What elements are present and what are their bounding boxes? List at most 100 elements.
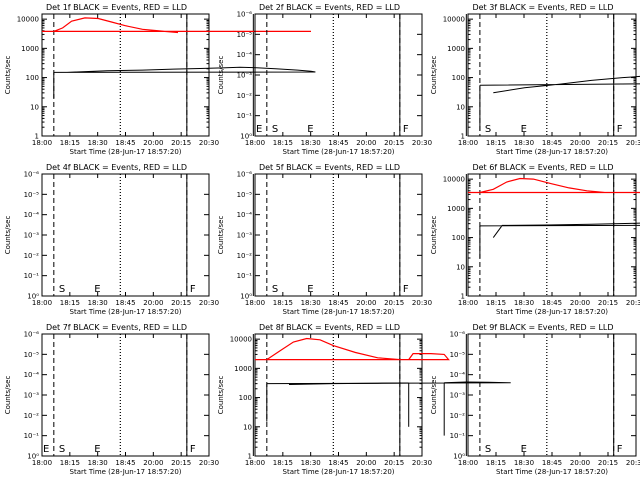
y-axis-label: Counts/sec bbox=[217, 216, 225, 255]
event-letter: E bbox=[521, 124, 527, 135]
x-tick-label: 18:45 bbox=[328, 139, 348, 147]
event-letter: E bbox=[94, 444, 100, 455]
y-axis-label: Counts/sec bbox=[217, 376, 225, 415]
event-letter: F bbox=[617, 444, 623, 455]
x-tick-label: 20:30 bbox=[626, 299, 640, 307]
y-tick-label: 10⁻³ bbox=[24, 232, 40, 240]
y-axis-label: Counts/sec bbox=[430, 56, 438, 95]
y-tick-label: 10⁰ bbox=[27, 453, 39, 461]
y-tick-label: 10 bbox=[243, 423, 252, 431]
x-tick-label: 18:00 bbox=[32, 139, 52, 147]
event-letter: S bbox=[59, 284, 65, 295]
y-axis-label: Counts/sec bbox=[4, 376, 12, 415]
event-letter: S bbox=[485, 444, 491, 455]
y-tick-label: 1000 bbox=[21, 45, 39, 53]
y-tick-label: 10⁻⁶ bbox=[24, 171, 40, 179]
x-tick-label: 20:15 bbox=[171, 459, 191, 467]
x-axis-label: Start Time (28-Jun-17 18:57:20) bbox=[496, 148, 608, 156]
x-tick-label: 20:15 bbox=[384, 459, 404, 467]
plot-frame bbox=[254, 173, 423, 297]
y-axis-label: Counts/sec bbox=[4, 56, 12, 95]
y-tick-label: 10⁻⁴ bbox=[237, 211, 253, 219]
panel-title: Det 6f BLACK = Events, RED = LLD bbox=[472, 163, 613, 172]
x-tick-label: 20:00 bbox=[356, 299, 376, 307]
y-tick-label: 10⁻⁶ bbox=[237, 171, 253, 179]
y-tick-label: 10⁰ bbox=[240, 133, 252, 141]
y-tick-label: 10⁻⁵ bbox=[24, 191, 40, 199]
panel-det-1: Det 1f BLACK = Events, RED = LLD 18:00 18:… bbox=[4, 3, 316, 156]
x-tick-label: 18:30 bbox=[514, 459, 534, 467]
y-tick-label: 10⁻⁵ bbox=[237, 31, 253, 39]
x-tick-label: 20:00 bbox=[570, 139, 590, 147]
events-series-line bbox=[53, 66, 316, 73]
y-tick-label: 1 bbox=[461, 293, 465, 301]
x-tick-label: 18:45 bbox=[115, 139, 135, 147]
y-tick-label: 10⁻³ bbox=[450, 392, 466, 400]
x-tick-label: 20:15 bbox=[171, 299, 191, 307]
y-tick-label: 10⁻⁵ bbox=[24, 351, 40, 359]
x-tick-label: 18:00 bbox=[458, 299, 478, 307]
x-tick-label: 20:00 bbox=[570, 299, 590, 307]
x-tick-label: 18:30 bbox=[514, 139, 534, 147]
y-tick-label: 10⁻⁶ bbox=[450, 331, 466, 339]
y-tick-label: 10⁻⁵ bbox=[237, 191, 253, 199]
y-tick-label: 1000 bbox=[447, 205, 465, 213]
y-tick-label: 10⁻⁴ bbox=[450, 371, 466, 379]
panel-title: Det 5f BLACK = Events, RED = LLD bbox=[259, 163, 400, 172]
x-tick-label: 18:00 bbox=[32, 299, 52, 307]
panel-title: Det 2f BLACK = Events, RED = LLD bbox=[259, 3, 400, 12]
y-tick-label: 100 bbox=[452, 74, 465, 82]
y-tick-label: 10000 bbox=[17, 16, 39, 24]
y-tick-label: 100 bbox=[26, 74, 39, 82]
x-tick-label: 20:15 bbox=[598, 299, 618, 307]
x-tick-label: 18:00 bbox=[245, 299, 265, 307]
y-tick-label: 10000 bbox=[230, 336, 252, 344]
x-tick-label: 20:00 bbox=[143, 299, 163, 307]
x-axis-label: Start Time (28-Jun-17 18:57:20) bbox=[70, 468, 182, 476]
x-tick-label: 18:45 bbox=[115, 299, 135, 307]
y-tick-label: 10⁻⁴ bbox=[237, 51, 253, 59]
x-tick-label: 18:15 bbox=[486, 299, 506, 307]
x-tick-label: 20:15 bbox=[384, 139, 404, 147]
x-axis-label: Start Time (28-Jun-17 18:57:20) bbox=[496, 308, 608, 316]
y-tick-label: 10 bbox=[456, 263, 465, 271]
lld-series-line bbox=[42, 17, 311, 34]
event-letter: E bbox=[307, 124, 313, 135]
x-tick-label: 20:15 bbox=[171, 139, 191, 147]
y-axis-label: Counts/sec bbox=[430, 376, 438, 415]
y-tick-label: 100 bbox=[452, 234, 465, 242]
x-tick-label: 20:30 bbox=[412, 139, 432, 147]
y-tick-label: 10000 bbox=[443, 176, 465, 184]
y-axis-label: Counts/sec bbox=[4, 216, 12, 255]
x-tick-label: 20:30 bbox=[199, 459, 219, 467]
y-tick-label: 10⁻² bbox=[237, 92, 253, 100]
x-tick-label: 18:30 bbox=[88, 299, 108, 307]
plot-frame bbox=[254, 13, 423, 137]
x-tick-label: 20:30 bbox=[626, 139, 640, 147]
event-letter: F bbox=[403, 284, 409, 295]
y-tick-label: 10⁻³ bbox=[24, 392, 40, 400]
y-tick-label: 1 bbox=[461, 133, 465, 141]
events-series-line bbox=[266, 381, 511, 385]
x-tick-label: 18:30 bbox=[514, 299, 534, 307]
events-series-line bbox=[479, 75, 640, 94]
y-tick-label: 10 bbox=[30, 103, 39, 111]
x-tick-label: 20:15 bbox=[598, 139, 618, 147]
y-tick-label: 10⁻² bbox=[24, 412, 40, 420]
event-letter: F bbox=[617, 124, 623, 135]
panel-det-7: Det 7f BLACK = Events, RED = LLD 18:00 18:… bbox=[4, 323, 254, 476]
x-axis-label: Start Time (28-Jun-17 18:57:20) bbox=[496, 468, 608, 476]
x-axis-label: Start Time (28-Jun-17 18:57:20) bbox=[283, 308, 395, 316]
x-tick-label: 18:00 bbox=[245, 139, 265, 147]
x-tick-label: 18:45 bbox=[542, 139, 562, 147]
y-tick-label: 10⁻¹ bbox=[237, 272, 253, 280]
y-tick-label: 10⁻³ bbox=[237, 72, 253, 80]
x-tick-label: 20:00 bbox=[356, 139, 376, 147]
event-letter: S bbox=[485, 124, 491, 135]
panel-det-2: Det 2f BLACK = Events, RED = LLD 18:00 18:… bbox=[217, 3, 467, 156]
panel-det-4: Det 4f BLACK = Events, RED = LLD 18:00 18:… bbox=[4, 163, 254, 316]
x-tick-label: 18:45 bbox=[542, 459, 562, 467]
panel-title: Det 4f BLACK = Events, RED = LLD bbox=[46, 163, 187, 172]
y-tick-label: 1 bbox=[35, 133, 39, 141]
panel-title: Det 7f BLACK = Events, RED = LLD bbox=[46, 323, 187, 332]
